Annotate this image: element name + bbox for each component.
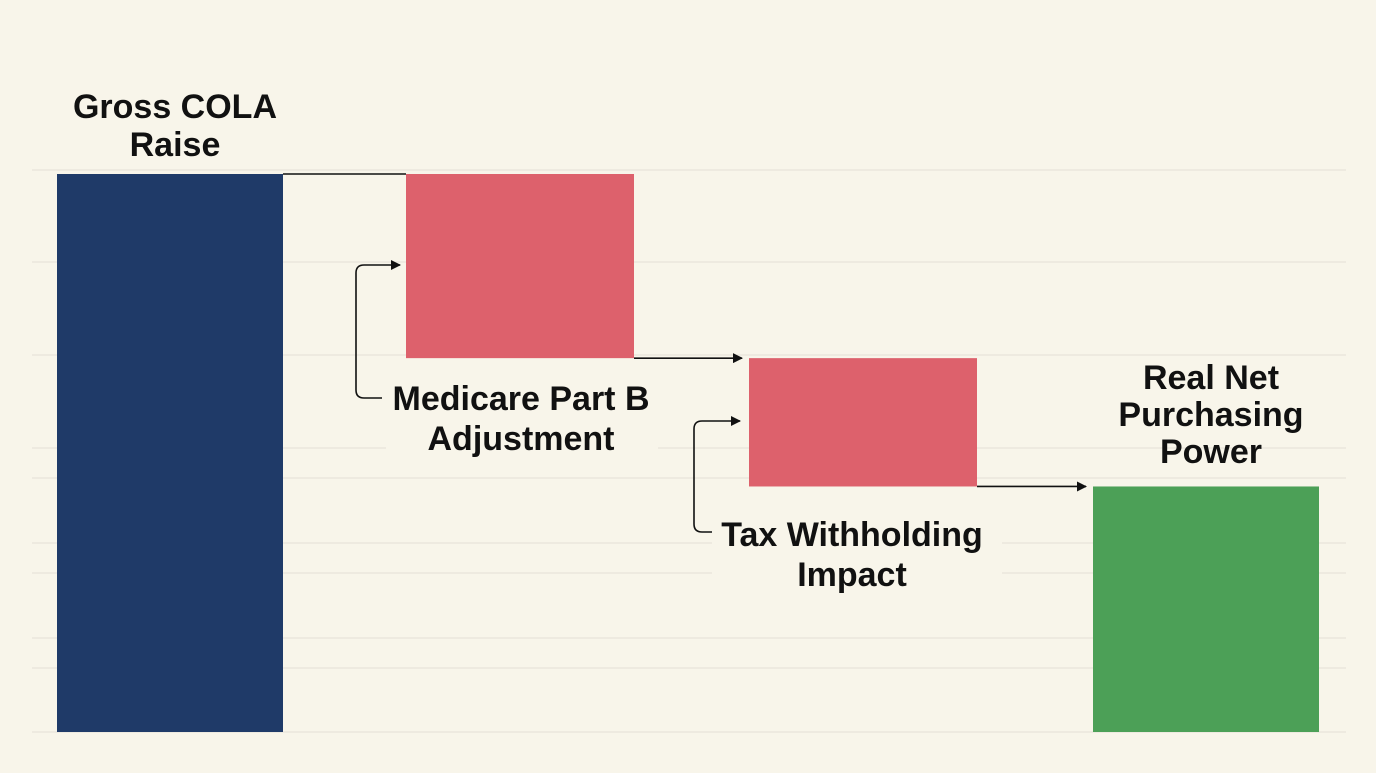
category-label-text: Real Net Purchasing Power <box>1118 359 1303 471</box>
bar-tax-withholding-impact <box>749 358 977 487</box>
category-labels: Gross COLA Raise Medicare Part B Adjustment… <box>73 88 1304 600</box>
bar-real-net-purchasing-power <box>1093 486 1319 732</box>
bars <box>57 174 1319 732</box>
label-pointer-arrow <box>355 260 401 399</box>
category-label-line: Gross COLA <box>73 88 277 126</box>
bar-gross-cola-raise <box>57 174 283 732</box>
category-label: Medicare Part B Adjustment <box>386 378 658 464</box>
category-label-line: Power <box>1160 433 1262 471</box>
label-background <box>386 378 658 464</box>
category-label-line: Purchasing <box>1118 396 1303 434</box>
category-label-line: Adjustment <box>428 420 615 458</box>
label-background <box>712 514 1002 600</box>
category-label-line: Real Net <box>1143 359 1279 397</box>
category-label-line: Impact <box>797 556 907 594</box>
bar-medicare-part-b-adjustment <box>406 174 634 359</box>
category-label-text: Medicare Part B Adjustment <box>393 380 650 458</box>
category-label: Real Net Purchasing Power <box>1118 359 1303 471</box>
label-pointer-arrow <box>693 416 741 533</box>
category-label-text: Tax Withholding Impact <box>721 516 983 594</box>
category-label: Tax Withholding Impact <box>712 514 1002 600</box>
category-label-line: Tax Withholding <box>721 516 983 554</box>
category-label-line: Raise <box>130 126 221 164</box>
category-label-text: Gross COLA Raise <box>73 88 277 164</box>
category-label: Gross COLA Raise <box>73 88 277 164</box>
category-label-line: Medicare Part B <box>393 380 650 418</box>
connectors <box>283 173 1087 533</box>
